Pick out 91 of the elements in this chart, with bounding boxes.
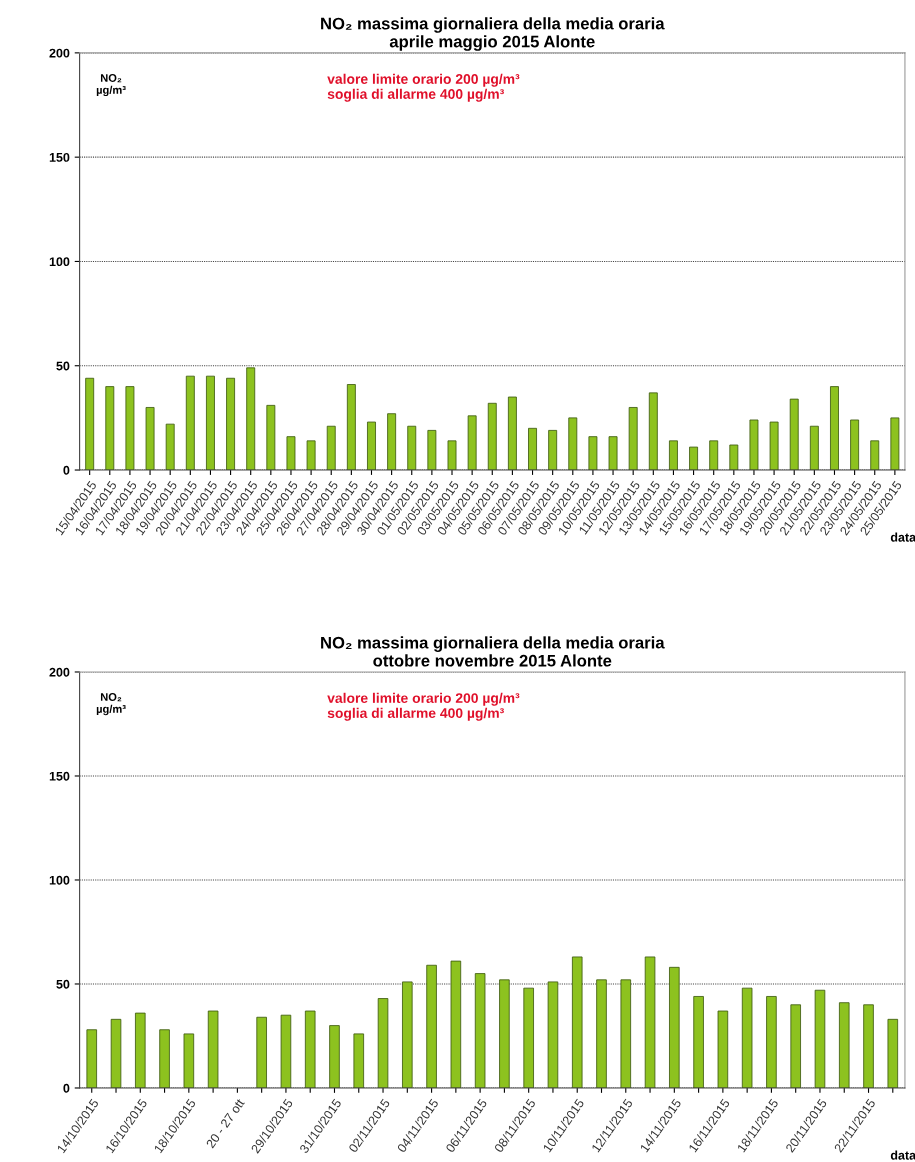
y-tick-label: 0 bbox=[63, 465, 70, 475]
bar bbox=[669, 966, 680, 1088]
annotation: valore limite orario 200 µg/m³ soglia di allarme 400 µg/m³ bbox=[327, 692, 520, 721]
y-tick-label: 150 bbox=[49, 771, 70, 781]
bar bbox=[766, 996, 777, 1088]
bar bbox=[628, 407, 638, 471]
bar bbox=[644, 956, 656, 1088]
bar bbox=[450, 960, 462, 1088]
bar bbox=[528, 427, 537, 471]
bar bbox=[668, 440, 678, 471]
bar bbox=[588, 436, 598, 471]
bar bbox=[749, 419, 759, 471]
bar bbox=[790, 1004, 801, 1088]
bar bbox=[717, 1010, 729, 1088]
bar bbox=[689, 446, 699, 471]
bar bbox=[145, 407, 155, 471]
y-axis-title: NO₂ µg/m³ bbox=[96, 693, 126, 716]
annotation: valore limite orario 200 µg/m³ soglia di allarme 400 µg/m³ bbox=[327, 73, 520, 102]
bar bbox=[206, 375, 215, 471]
bar bbox=[407, 425, 417, 471]
bar bbox=[402, 981, 413, 1088]
y-tick-label: 50 bbox=[56, 979, 70, 989]
bar bbox=[729, 444, 739, 471]
bar bbox=[377, 998, 389, 1088]
bar bbox=[159, 1029, 170, 1088]
bar bbox=[523, 987, 534, 1088]
bar bbox=[568, 417, 578, 471]
y-axis-title: NO₂ µg/m³ bbox=[96, 74, 126, 97]
bar bbox=[608, 436, 618, 471]
bar bbox=[548, 429, 558, 471]
bar bbox=[266, 404, 276, 471]
bar bbox=[427, 429, 437, 471]
bar bbox=[467, 415, 477, 471]
bar bbox=[850, 419, 860, 471]
bar bbox=[185, 375, 195, 471]
y-tick-label: 150 bbox=[49, 152, 70, 162]
bar bbox=[741, 987, 753, 1088]
bar bbox=[887, 1018, 899, 1088]
bar bbox=[863, 1004, 874, 1088]
bar bbox=[387, 413, 397, 471]
bar bbox=[890, 417, 900, 471]
y-tick-label: 200 bbox=[49, 48, 70, 58]
bar bbox=[85, 377, 95, 471]
bar bbox=[769, 421, 779, 471]
bar bbox=[286, 436, 296, 471]
y-tick-label: 0 bbox=[63, 1083, 70, 1093]
bar bbox=[814, 989, 826, 1088]
bar bbox=[870, 440, 880, 471]
bar bbox=[183, 1033, 195, 1088]
bar bbox=[830, 386, 839, 471]
bar bbox=[507, 396, 517, 471]
bar bbox=[246, 367, 256, 471]
bar bbox=[86, 1029, 98, 1088]
bar bbox=[135, 1012, 146, 1088]
bar bbox=[487, 402, 497, 471]
bar bbox=[280, 1014, 292, 1088]
bar bbox=[789, 398, 799, 471]
bar bbox=[353, 1033, 365, 1088]
y-tick-label: 200 bbox=[49, 667, 70, 677]
x-tick-label: 20 - 27 ott bbox=[205, 1097, 245, 1149]
chart-title: NO₂ massima giornaliera della media oraria ottobre novembre 2015 Alonte bbox=[321, 636, 665, 667]
bar bbox=[304, 1010, 316, 1088]
bar bbox=[226, 377, 236, 471]
bar bbox=[809, 425, 819, 471]
bar bbox=[474, 973, 486, 1088]
bar bbox=[447, 440, 457, 471]
bar bbox=[426, 964, 437, 1088]
bar bbox=[329, 1025, 340, 1088]
bar bbox=[105, 386, 115, 471]
bar bbox=[326, 425, 336, 471]
bar bbox=[256, 1016, 267, 1088]
bar bbox=[571, 956, 583, 1088]
bar bbox=[207, 1010, 219, 1088]
bar bbox=[547, 981, 559, 1088]
bar bbox=[346, 384, 356, 471]
bar bbox=[165, 423, 175, 471]
bar bbox=[367, 421, 376, 471]
bar bbox=[110, 1018, 122, 1088]
bar bbox=[620, 979, 632, 1088]
bar bbox=[125, 386, 135, 471]
bar bbox=[306, 440, 316, 471]
bar bbox=[596, 979, 607, 1088]
y-tick-label: 100 bbox=[49, 875, 70, 885]
bar bbox=[648, 392, 658, 471]
bar bbox=[709, 440, 719, 471]
chart-title: NO₂ massima giornaliera della media oraria aprile maggio 2015 Alonte bbox=[321, 17, 665, 51]
bar bbox=[499, 979, 510, 1088]
bar bbox=[693, 996, 704, 1088]
y-tick-label: 50 bbox=[56, 361, 70, 371]
bar bbox=[838, 1002, 850, 1088]
y-tick-label: 100 bbox=[49, 257, 70, 267]
